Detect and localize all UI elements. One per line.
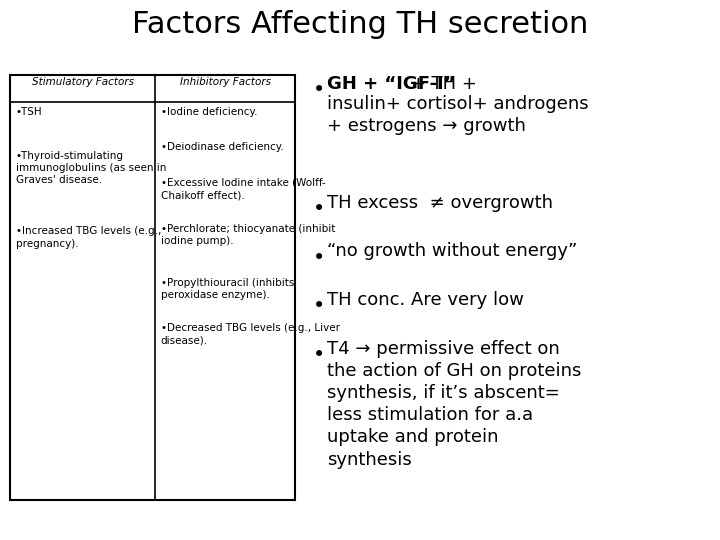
Text: TH excess  ≠ overgrowth: TH excess ≠ overgrowth — [328, 194, 554, 212]
Text: •Perchlorate; thiocyanate (inhibit
iodine pump).: •Perchlorate; thiocyanate (inhibit iodin… — [161, 224, 335, 246]
Text: •: • — [313, 248, 325, 268]
Text: Inhibitory Factors: Inhibitory Factors — [179, 77, 271, 87]
Text: •Propylthiouracil (inhibits
peroxidase enzyme).: •Propylthiouracil (inhibits peroxidase e… — [161, 278, 294, 300]
Text: •: • — [313, 345, 325, 365]
Text: •: • — [313, 80, 325, 100]
Text: GH + “IGF-I”: GH + “IGF-I” — [328, 75, 456, 93]
Text: insulin+ cortisol+ androgens
+ estrogens → growth: insulin+ cortisol+ androgens + estrogens… — [328, 95, 589, 135]
FancyBboxPatch shape — [10, 75, 295, 500]
Text: •Deiodinase deficiency.: •Deiodinase deficiency. — [161, 143, 284, 152]
Text: + TH +: + TH + — [405, 75, 477, 93]
Text: Stimulatory Factors: Stimulatory Factors — [32, 77, 133, 87]
Text: •: • — [313, 296, 325, 316]
Text: •: • — [313, 199, 325, 219]
Text: •Iodine deficiency.: •Iodine deficiency. — [161, 107, 257, 117]
Text: “no growth without energy”: “no growth without energy” — [328, 242, 577, 260]
Text: •Decreased TBG levels (e.g., Liver
disease).: •Decreased TBG levels (e.g., Liver disea… — [161, 323, 340, 346]
Text: •Thyroid-stimulating
immunoglobulins (as seen in
Graves' disease.: •Thyroid-stimulating immunoglobulins (as… — [16, 151, 166, 185]
Text: T4 → permissive effect on
the action of GH on proteins
synthesis, if it’s abscen: T4 → permissive effect on the action of … — [328, 340, 582, 469]
Text: •Excessive Iodine intake (Wolff-
Chaikoff effect).: •Excessive Iodine intake (Wolff- Chaikof… — [161, 178, 325, 200]
Text: •Increased TBG levels (e.g.,
pregnancy).: •Increased TBG levels (e.g., pregnancy). — [16, 226, 161, 248]
Text: •TSH: •TSH — [16, 107, 42, 117]
Text: Factors Affecting TH secretion: Factors Affecting TH secretion — [132, 10, 588, 39]
Text: TH conc. Are very low: TH conc. Are very low — [328, 291, 524, 309]
